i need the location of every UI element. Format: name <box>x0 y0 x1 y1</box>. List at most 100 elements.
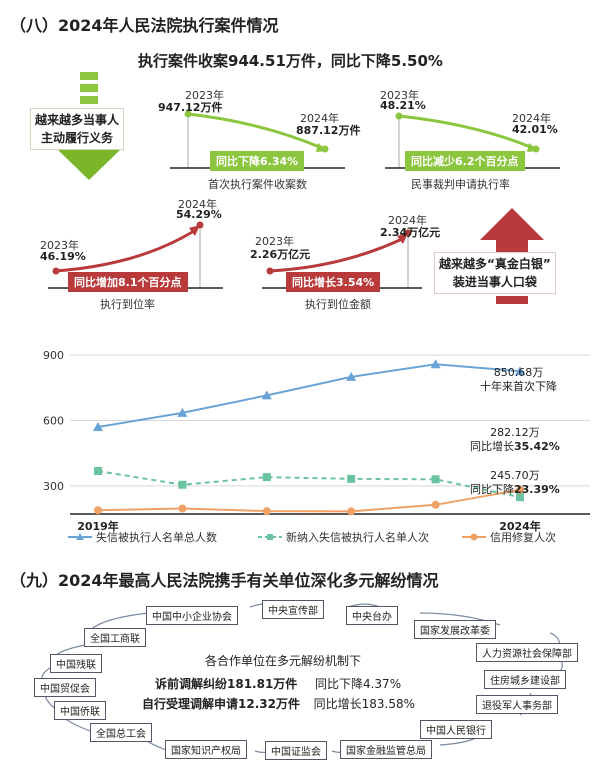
annotation-new: 245.70万 同比下降23.39% <box>470 469 560 497</box>
stat1-year1: 2023年 <box>185 89 224 102</box>
stat4-caption: 执行到位金额 <box>305 298 371 311</box>
stat1-value2: 887.12万件 <box>296 124 361 137</box>
data-point-square <box>431 475 440 484</box>
series-line-1 <box>97 470 521 499</box>
legend-label-total: 失信被执行人名单总人数 <box>96 531 217 544</box>
org-box-sme-association: 中国中小企业协会 <box>146 606 238 625</box>
legend-swatch-repair <box>462 533 486 541</box>
annotation-repair-pct: 35.42% <box>514 440 560 453</box>
series-line-0 <box>97 363 521 428</box>
mediation-line1-count: 诉前调解纠纷181.81万件 <box>155 677 298 691</box>
annotation-new-pct: 23.39% <box>514 483 560 496</box>
y-tick-label: 900 <box>43 349 64 362</box>
org-box-mohurd: 住房城乡建设部 <box>484 670 566 689</box>
stat1-year2: 2024年 <box>300 112 339 125</box>
stat1-value1: 947.12万件 <box>158 101 223 114</box>
green-down-arrow-icon <box>58 72 120 180</box>
stat2-value2: 42.01% <box>512 123 558 136</box>
org-box-ccpit: 中国贸促会 <box>34 678 96 697</box>
org-box-acfic: 全国工商联 <box>84 628 146 647</box>
series-line-2 <box>97 488 521 513</box>
section8-subtitle: 执行案件收案944.51万件，同比下降5.50% <box>138 52 443 70</box>
chart-legend: 失信被执行人名单总人数 新纳入失信被执行人名单人次 信用修复人次 <box>68 528 588 546</box>
mediation-line2: 自行受理调解申请12.32万件 同比增长183.58% <box>142 695 415 712</box>
org-box-veterans-affairs: 退役军人事务部 <box>476 695 558 714</box>
stat2-year2: 2024年 <box>512 112 551 125</box>
annotation-new-value: 245.70万 <box>490 469 540 482</box>
data-point-circle <box>347 507 356 516</box>
data-point-circle <box>516 485 524 494</box>
stat2-value1: 48.21% <box>380 99 426 112</box>
annotation-total: 850.68万 十年来首次下降 <box>480 366 557 394</box>
y-tick-label: 600 <box>43 414 64 427</box>
org-box-csrc: 中国证监会 <box>265 741 327 760</box>
annotation-new-note: 同比下降 <box>470 483 514 496</box>
data-point-circle <box>431 500 440 509</box>
section8-title: （八）2024年人民法院执行案件情况 <box>10 16 279 35</box>
org-box-pboc: 中国人民银行 <box>420 720 492 739</box>
stat4-tag: 同比增长3.54% <box>286 272 381 292</box>
annotation-total-note: 十年来首次下降 <box>480 380 557 393</box>
annotation-repair-value: 282.12万 <box>490 426 540 439</box>
annotation-repair: 282.12万 同比增长35.42% <box>470 426 560 454</box>
stat3-year1: 2023年 <box>40 239 79 252</box>
stat2-caption: 民事裁判申请执行率 <box>411 178 510 191</box>
stat2-year1: 2023年 <box>380 89 419 102</box>
x-tick-label: 2019年 <box>77 519 119 533</box>
data-point-triangle <box>430 359 441 369</box>
data-point-circle <box>262 507 271 516</box>
org-box-publicity-dept: 中央宣传部 <box>262 600 324 619</box>
data-point-square <box>347 474 356 483</box>
stat4-year2: 2024年 <box>388 214 427 227</box>
data-point-triangle <box>346 371 357 381</box>
stat3-year2: 2024年 <box>178 198 217 211</box>
slogan-left: 越来越多当事人 主动履行义务 <box>30 108 125 150</box>
mediation-summary-title: 各合作单位在多元解纷机制下 <box>205 654 362 668</box>
annotation-total-value: 850.68万 <box>493 366 544 379</box>
stat4-year1: 2023年 <box>255 235 294 248</box>
data-point-circle <box>94 506 102 515</box>
org-box-ndrc: 国家发展改革委 <box>414 620 496 639</box>
data-point-triangle <box>261 390 272 400</box>
slogan-right: 越来越多“真金白银” 装进当事人口袋 <box>434 252 556 294</box>
line-chart: 300 600 900 2019年 2024年 <box>43 349 590 533</box>
mediation-line1-change: 同比下降4.37% <box>314 677 402 691</box>
stat1-caption: 首次执行案件收案数 <box>208 178 307 191</box>
org-box-acftu: 全国总工会 <box>90 723 152 742</box>
mediation-line2-change: 同比增长183.58% <box>313 697 416 711</box>
y-tick-label: 300 <box>43 480 64 493</box>
stat3-value2: 54.29% <box>176 208 222 221</box>
legend-swatch-total <box>68 533 92 540</box>
org-box-disabled-federation: 中国残联 <box>50 654 102 673</box>
data-point-square <box>516 493 524 502</box>
legend-label-repair: 信用修复人次 <box>490 531 556 544</box>
data-point-square <box>94 467 102 476</box>
data-point-square <box>178 480 187 489</box>
slogan-left-line2: 主动履行义务 <box>41 131 114 145</box>
data-point-square <box>262 473 271 482</box>
org-box-taiwan-office: 中央台办 <box>346 606 398 625</box>
stat4-value1: 2.26万亿元 <box>250 248 311 261</box>
stat1-tag: 同比下降6.34% <box>210 151 305 171</box>
org-box-cnipa: 国家知识产权局 <box>165 740 247 759</box>
legend-swatch-new <box>258 534 282 540</box>
stat2-tag: 同比减少6.2个百分点 <box>405 151 525 171</box>
section9-title: （九）2024年最高人民法院携手有关单位深化多元解纷情况 <box>10 571 439 590</box>
stat3-caption: 执行到位率 <box>100 298 155 311</box>
slogan-right-line2: 装进当事人口袋 <box>452 275 537 289</box>
slogan-left-line1: 越来越多当事人 <box>35 113 120 127</box>
data-point-triangle <box>177 407 188 417</box>
annotation-repair-note: 同比增长 <box>470 440 514 453</box>
x-tick-label: 2024年 <box>499 519 541 533</box>
legend-label-new: 新纳入失信被执行人名单人次 <box>286 531 429 544</box>
org-box-overseas-chinese: 中国侨联 <box>54 701 106 720</box>
stat1-graph <box>170 110 345 169</box>
stat3-tag: 同比增加8.1个百分点 <box>68 272 188 292</box>
stat4-value2: 2.34万亿元 <box>380 226 441 239</box>
slogan-right-line1: 越来越多“真金白银” <box>439 257 551 271</box>
data-point-triangle <box>93 422 103 431</box>
data-point-circle <box>178 504 187 513</box>
data-point-triangle <box>515 366 525 376</box>
org-box-mohrss: 人力资源社会保障部 <box>476 643 578 662</box>
org-box-nfra: 国家金融监管总局 <box>340 740 432 759</box>
